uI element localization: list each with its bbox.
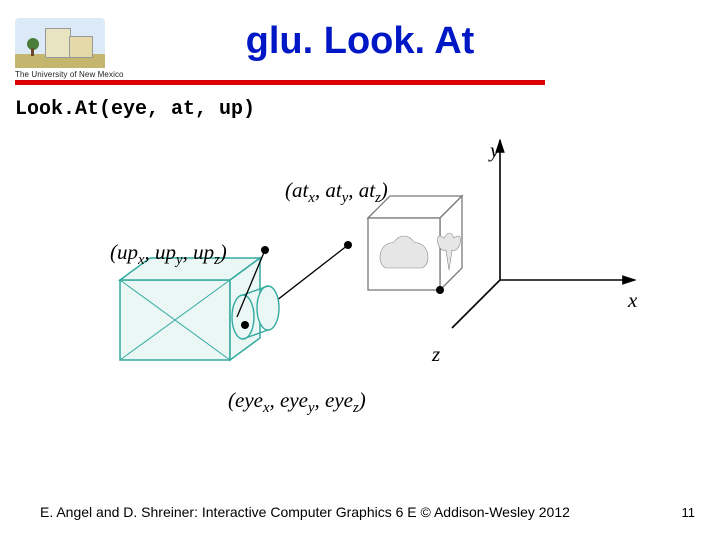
at-label: (atx, aty, atz) (285, 178, 388, 207)
up-label: (upx, upy, upz) (110, 240, 227, 269)
university-name: The University of New Mexico (15, 70, 125, 79)
z-axis-label: z (432, 342, 440, 367)
slide-footer: E. Angel and D. Shreiner: Interactive Co… (0, 504, 720, 520)
title-underline (15, 80, 545, 85)
y-axis-label: y (490, 138, 499, 163)
x-axis-label: x (628, 288, 637, 313)
code-line: Look.At(eye, at, up) (15, 98, 255, 121)
eye-label: (eyex, eyey, eyez) (228, 388, 366, 417)
diagram-svg (80, 130, 640, 430)
lookat-diagram: (atx, aty, atz) (upx, upy, upz) (eyex, e… (80, 130, 640, 430)
slide-title: glu. Look. At (0, 20, 720, 63)
footer-citation: E. Angel and D. Shreiner: Interactive Co… (40, 504, 570, 520)
page-number: 11 (682, 505, 696, 520)
